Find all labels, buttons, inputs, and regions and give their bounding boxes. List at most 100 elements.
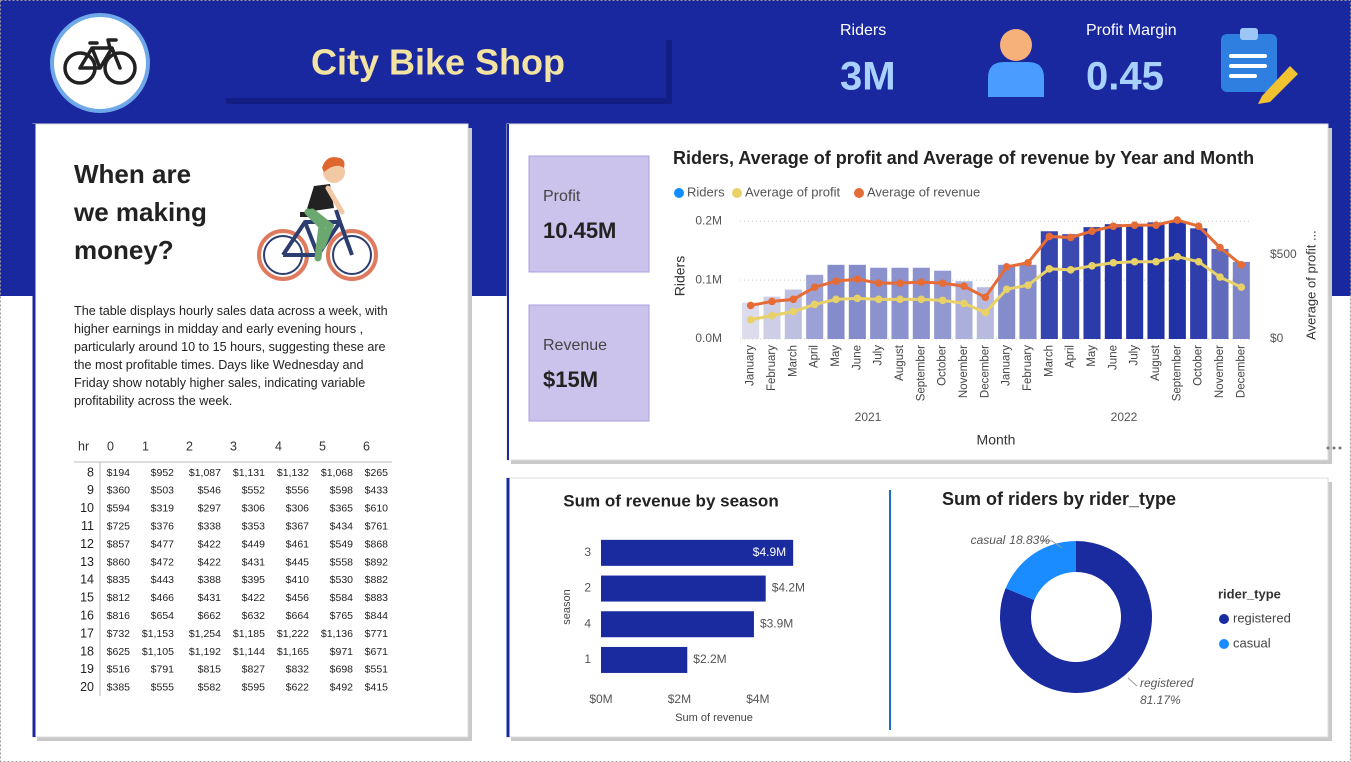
x-tick-label: December <box>1235 345 1247 398</box>
bar <box>601 646 688 673</box>
kpi-value: 3M <box>840 55 896 99</box>
card-value: $15M <box>543 367 598 392</box>
line-marker <box>1066 266 1075 274</box>
y-tick-label: 0.1M <box>695 272 722 286</box>
data-label-value: 81.17% <box>1140 693 1181 707</box>
dashboard-title: City Bike Shop <box>311 42 565 83</box>
x-tick-label: April <box>1065 345 1077 368</box>
table-cell: $395 <box>242 574 266 586</box>
row-header: 18 <box>80 644 94 658</box>
table-header: 3 <box>230 439 237 453</box>
line-marker <box>853 275 862 283</box>
legend-marker <box>674 188 684 198</box>
bar <box>1190 228 1208 339</box>
line-marker <box>789 307 798 316</box>
line-marker <box>960 282 968 291</box>
table-cell: $492 <box>330 682 354 694</box>
table-cell: $376 <box>151 520 175 532</box>
y-tick-label: 0.2M <box>695 213 722 227</box>
table-cell: $815 <box>198 664 222 676</box>
x-axis-title: Month <box>977 432 1016 448</box>
more-options[interactable] <box>1326 446 1342 450</box>
line-marker <box>789 295 798 304</box>
y-tick-label: 0.0M <box>695 331 722 345</box>
bar <box>1062 234 1080 339</box>
x-tick-label: November <box>958 345 970 398</box>
bar <box>601 611 754 638</box>
table-cell: $194 <box>107 467 131 479</box>
bar <box>955 281 973 339</box>
card-label: Profit <box>543 188 581 205</box>
table-header: 4 <box>275 439 282 453</box>
data-label-category: registered <box>1140 676 1194 690</box>
table-cell: $725 <box>107 520 131 532</box>
table-cell: $584 <box>330 592 354 604</box>
line-marker <box>1002 263 1011 271</box>
table-cell: $415 <box>365 682 389 694</box>
table-cell: $971 <box>330 646 354 658</box>
table-cell: $456 <box>286 592 310 604</box>
x-tick-label: July <box>873 345 885 366</box>
bar <box>1147 222 1165 339</box>
row-header: 16 <box>80 608 94 622</box>
x-group-label: 2022 <box>1111 410 1138 424</box>
table-cell: $1,105 <box>142 646 174 658</box>
table-cell: $765 <box>330 610 354 622</box>
leader-line <box>1127 677 1138 687</box>
card-label: Revenue <box>543 337 607 354</box>
x-axis-title: Sum of revenue <box>675 712 753 724</box>
bar <box>1168 222 1186 339</box>
y-tick-label: 4 <box>584 616 591 630</box>
table-cell: $844 <box>365 610 389 622</box>
bar <box>998 264 1016 339</box>
legend-marker <box>854 188 864 198</box>
table-cell: $360 <box>107 485 131 497</box>
table-cell: $385 <box>107 682 131 694</box>
table-cell: $791 <box>151 664 175 676</box>
table-cell: $771 <box>365 628 389 640</box>
x-tick-label: June <box>851 345 863 370</box>
legend-label: registered <box>1233 610 1291 625</box>
table-cell: $761 <box>365 520 389 532</box>
table-cell: $558 <box>330 556 354 568</box>
table-cell: $1,192 <box>189 646 221 658</box>
line-marker <box>874 279 883 287</box>
table-cell: $422 <box>198 556 222 568</box>
line-marker <box>746 301 755 310</box>
chart-title: Riders, Average of profit and Average of… <box>673 148 1254 168</box>
table-cell: $835 <box>107 574 131 586</box>
line-marker <box>1024 281 1032 289</box>
table-cell: $434 <box>330 520 354 532</box>
legend-marker <box>732 188 742 198</box>
table-cell: $556 <box>286 485 310 497</box>
legend-marker <box>1219 614 1229 624</box>
line-marker <box>1152 221 1160 229</box>
line-marker <box>1194 257 1203 266</box>
x-tick-label: July <box>1129 345 1141 366</box>
table-cell: $812 <box>107 592 131 604</box>
data-label: $4.9M <box>753 545 786 559</box>
data-label: $3.9M <box>760 616 793 630</box>
table-cell: $445 <box>286 556 310 568</box>
data-label: $2.2M <box>693 652 726 666</box>
line-marker <box>981 293 990 302</box>
line-marker <box>960 299 968 308</box>
table-cell: $466 <box>151 592 175 604</box>
row-header: 15 <box>80 591 94 605</box>
line-marker <box>1045 265 1054 273</box>
legend-label: casual <box>1233 635 1271 650</box>
line-marker <box>746 315 755 324</box>
x-tick-label: August <box>894 344 906 381</box>
table-cell: $816 <box>107 610 131 622</box>
cyclist-illustration <box>257 157 378 281</box>
x-tick-label: March <box>787 345 799 377</box>
line-marker <box>938 279 947 287</box>
table-header: 5 <box>319 439 326 453</box>
bar <box>1040 231 1058 339</box>
table-header: 0 <box>107 439 114 453</box>
line-marker <box>810 283 819 292</box>
table-cell: $1,165 <box>277 646 309 658</box>
legend-title: rider_type <box>1218 586 1281 601</box>
line-marker <box>1173 252 1182 261</box>
table-cell: $952 <box>151 467 175 479</box>
